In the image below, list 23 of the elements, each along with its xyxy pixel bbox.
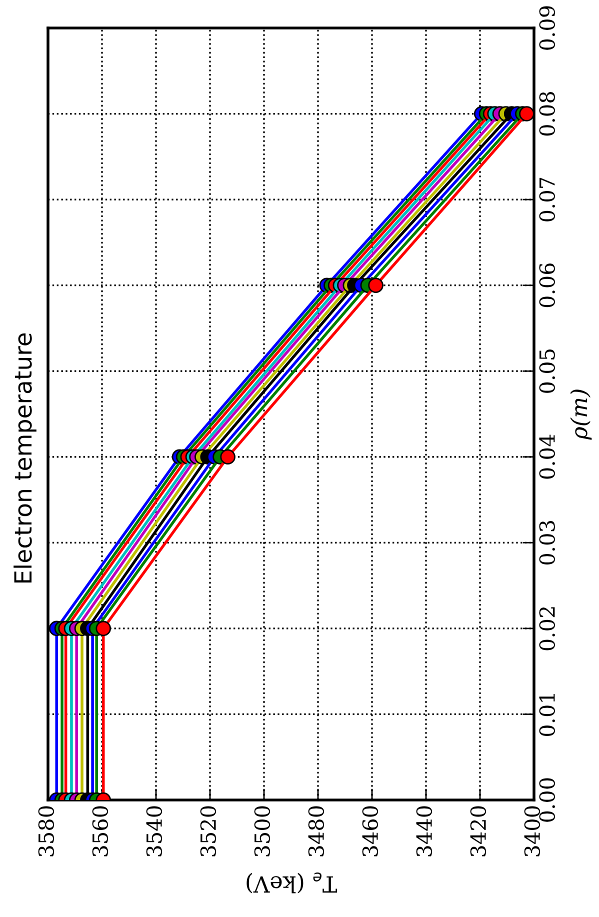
y-tick-label: 0.02	[539, 607, 555, 650]
x-tick-label: 3580	[38, 806, 54, 856]
y-tick-label: 0.01	[539, 694, 555, 736]
x-tick-label: 3560	[92, 806, 108, 856]
y-tick-label: 0.03	[539, 521, 555, 564]
y-tick-label: 0.08	[539, 92, 555, 136]
x-tick-label: 3400	[524, 806, 540, 856]
text: Electron temperature	[14, 333, 36, 583]
x-axis-title: T$_{e}$ (keV)	[246, 872, 338, 894]
x-tick-label: 3540	[146, 806, 162, 856]
x-tick-label: 3420	[470, 806, 486, 856]
x-tick-label: 3500	[254, 806, 270, 856]
x-tick-label: 3440	[416, 806, 432, 856]
y-axis-title: ρ(m)	[570, 390, 592, 440]
x-tick-label: 3480	[308, 806, 324, 856]
y-tick-label: 0.06	[539, 263, 555, 308]
x-tick-label: 3460	[362, 806, 378, 856]
y-tick-label: 0.09	[539, 6, 555, 50]
y-tick-label: 0.04	[539, 434, 555, 479]
y-tick-label: 0.07	[539, 178, 555, 222]
x-tick-label: 3520	[200, 806, 216, 856]
y-tick-label: 0.05	[539, 350, 555, 393]
y-tick-label: 0.00	[539, 778, 555, 822]
